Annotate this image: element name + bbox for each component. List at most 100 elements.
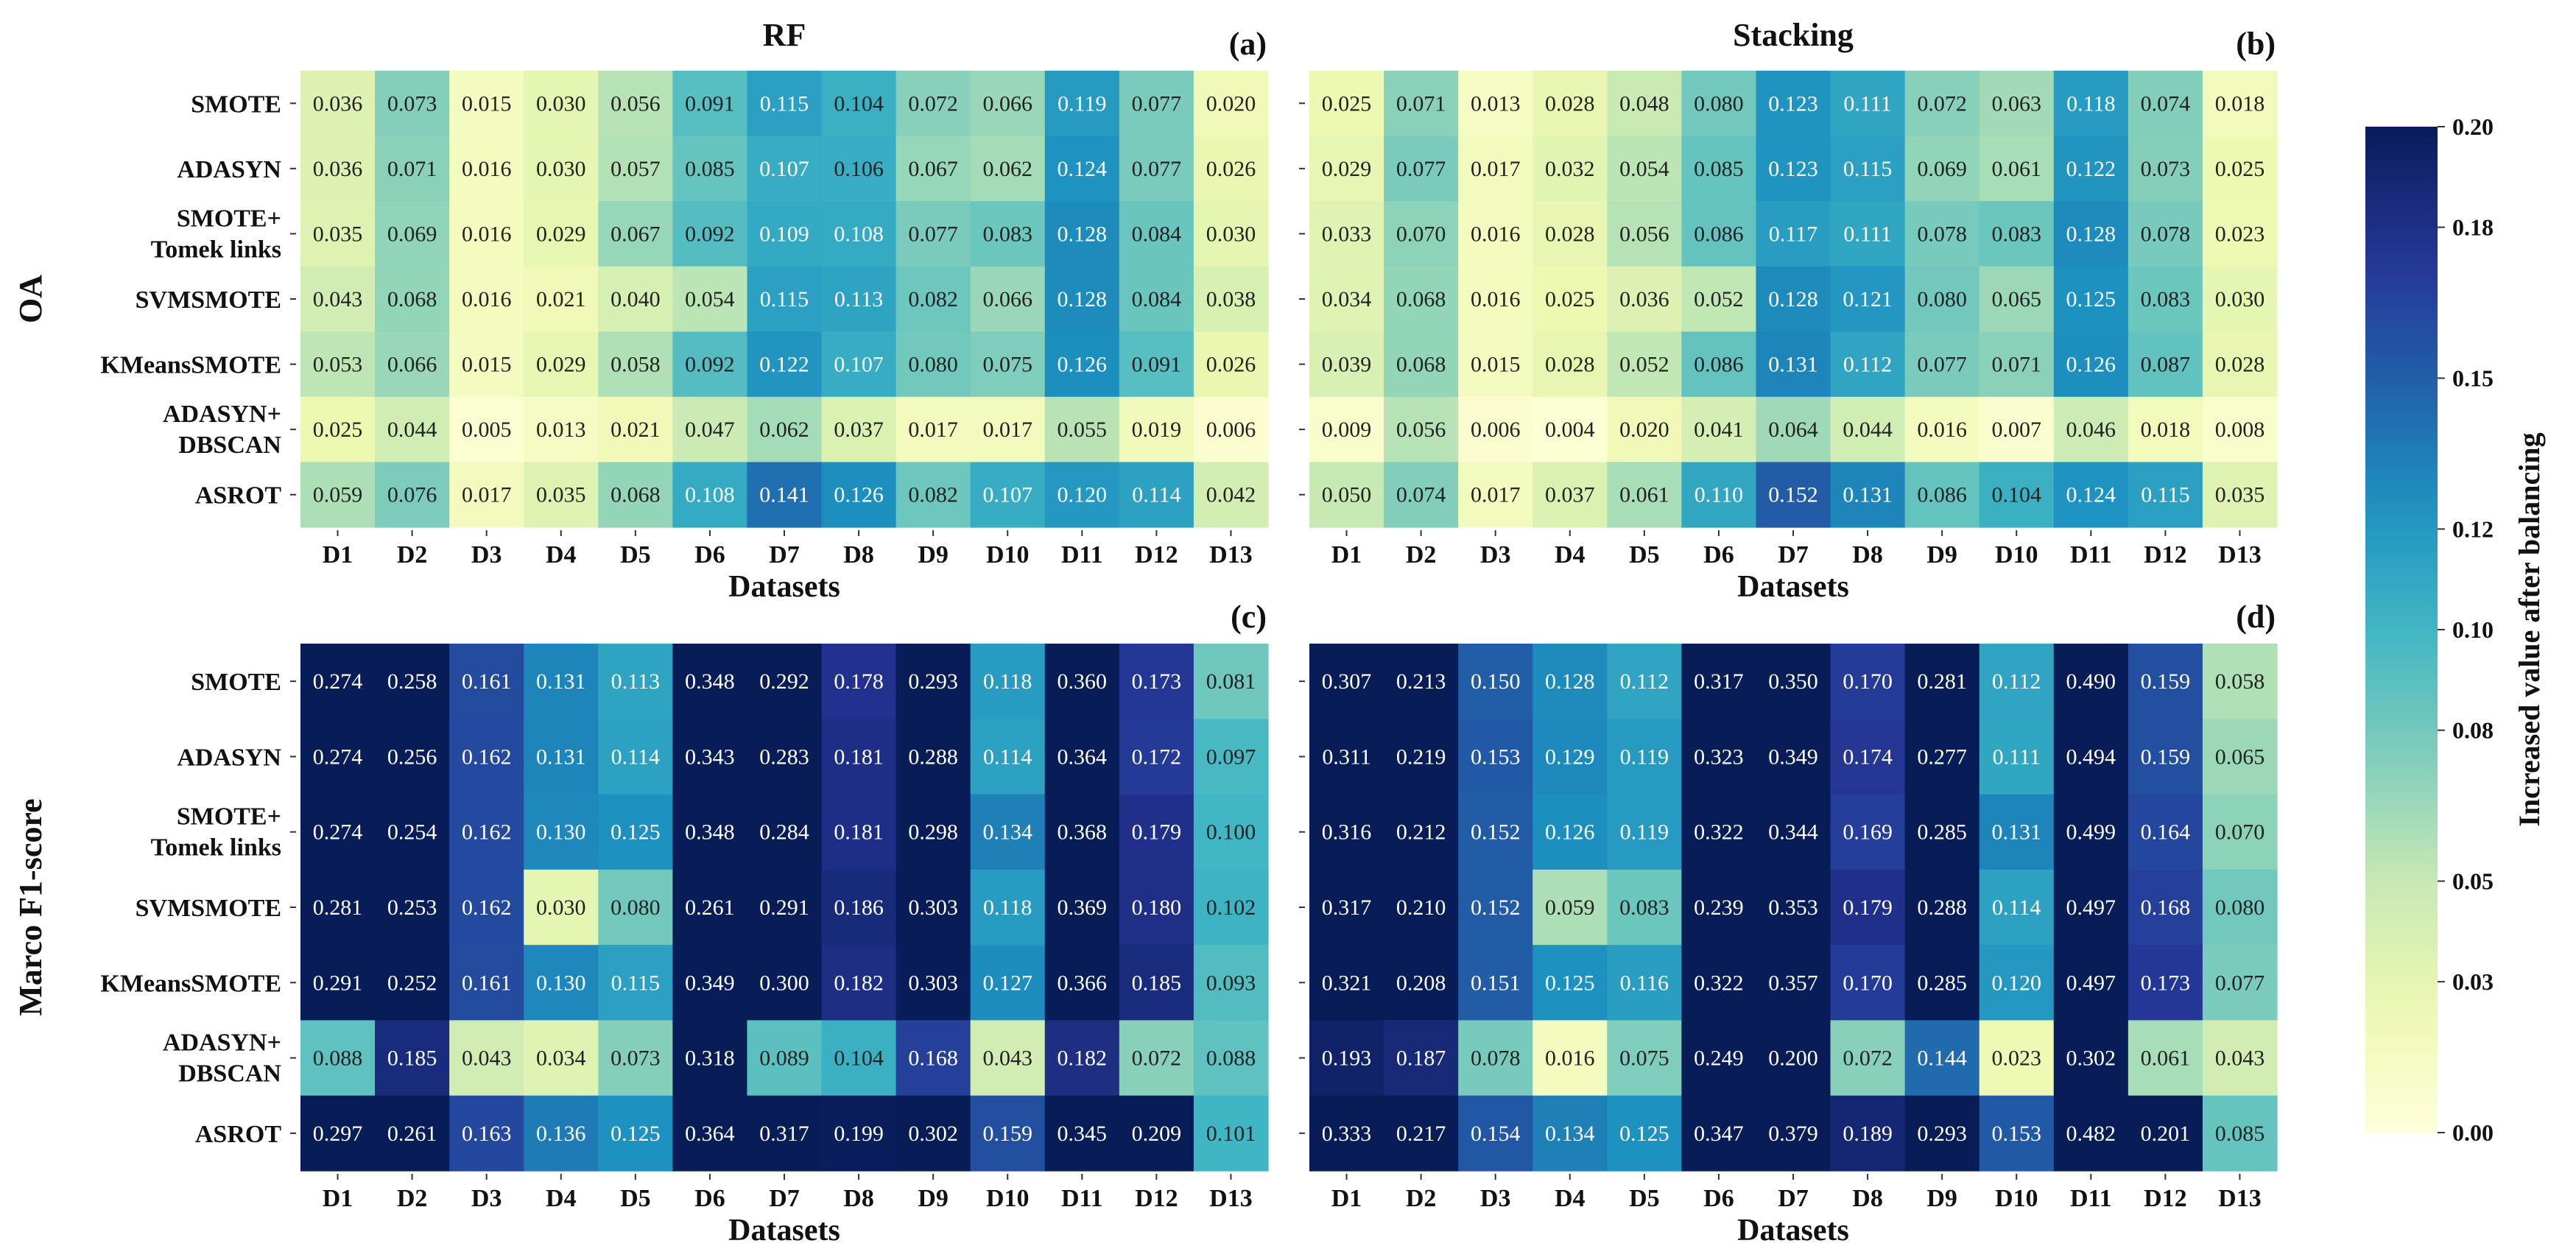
heatmap-cell [1119,644,1194,719]
heatmap-cell [821,1020,897,1097]
cell-value-label: 0.154 [1471,1122,1521,1146]
x-tick-label: D10 [986,541,1030,569]
cell-value-label: 0.075 [982,353,1032,377]
heatmap-cell [1756,644,1831,719]
cell-value-label: 0.083 [1991,222,2041,246]
cell-value-label: 0.182 [834,971,884,995]
panel-4: 0.307 0.213 0.150 0.128 0.112 0.317 0.350 0.170… [1299,599,2278,1247]
heatmap-cell [1830,135,1906,202]
heatmap-cell [821,794,897,870]
heatmap-cell [672,945,748,1021]
heatmap-cell [970,462,1046,528]
heatmap-cell [672,644,748,719]
cell-value-label: 0.115 [2141,483,2189,507]
x-tick-label: D3 [1480,541,1511,569]
cell-value-label: 0.124 [2066,483,2116,507]
cell-value-label: 0.017 [982,418,1032,442]
heatmap-cell [1830,869,1906,946]
cell-value-label: 0.249 [1694,1046,1744,1071]
cell-value-label: 0.097 [1206,745,1256,769]
heatmap-cell [1979,945,2055,1021]
cell-value-label: 0.077 [2215,971,2265,995]
cell-value-label: 0.062 [759,418,809,442]
heatmap-cell [821,266,897,332]
heatmap-cell [895,1020,971,1097]
heatmap-cell [895,794,971,870]
colorbar-tick-label: 0.05 [2452,868,2494,895]
heatmap-cell [2053,135,2129,202]
x-tick-label: D6 [694,541,725,569]
heatmap-cell [1193,266,1269,332]
x-tick-label: D4 [1555,1185,1586,1212]
heatmap-cell [747,396,823,463]
cell-value-label: 0.170 [1843,971,1893,995]
cell-value-label: 0.074 [1396,483,1446,507]
cell-value-label: 0.084 [1132,287,1182,312]
heatmap-cell [300,945,376,1021]
cell-value-label: 0.119 [1620,745,1669,769]
cell-value-label: 0.129 [1545,745,1595,769]
heatmap-cell [895,135,971,202]
cell-value-label: 0.159 [982,1122,1032,1146]
cell-value-label: 0.152 [1471,820,1521,845]
heatmap-cell [1309,1020,1384,1097]
heatmap-cell [300,331,376,398]
x-tick-label: D1 [323,541,353,569]
heatmap-cell [449,794,524,870]
heatmap-cell [1384,201,1459,267]
heatmap-cell [672,266,748,332]
heatmap-cell [375,869,450,946]
heatmap-cell [1044,201,1120,267]
heatmap-cell [1193,201,1269,267]
cell-value-label: 0.008 [2215,418,2265,442]
cell-value-label: 0.071 [1396,91,1446,116]
cell-value-label: 0.274 [313,669,363,694]
cell-value-label: 0.078 [1471,1046,1521,1071]
x-tick-label: D5 [620,1185,651,1212]
cell-value-label: 0.274 [313,745,363,769]
heatmap-cell [449,945,524,1021]
heatmap-cell [449,266,524,332]
cell-value-label: 0.085 [2215,1122,2265,1146]
x-tick-label: D10 [1995,541,2038,569]
heatmap-cell [1119,71,1194,137]
cell-value-label: 0.168 [908,1046,958,1071]
heatmap-cell [449,1020,524,1097]
cell-value-label: 0.093 [1206,971,1256,995]
heatmap-cell [1607,201,1682,267]
cell-value-label: 0.108 [834,222,884,246]
cell-value-label: 0.059 [1545,895,1595,920]
x-tick-label: D8 [1852,541,1883,569]
x-tick-label: D10 [986,1185,1030,1212]
cell-value-label: 0.069 [1917,157,1967,181]
heatmap-cell [1309,1095,1384,1172]
cell-value-label: 0.239 [1694,895,1744,920]
cell-value-label: 0.072 [1843,1046,1893,1071]
y-tick-label: ADASYN+ DBSCAN [163,401,281,459]
cell-value-label: 0.029 [536,222,586,246]
cell-value-label: 0.017 [462,483,512,507]
heatmap-cell [1193,945,1269,1021]
y-tick-label: ADASYN [177,744,281,771]
colorbar-tick-label: 0.20 [2452,113,2494,140]
cell-value-label: 0.130 [536,820,586,845]
heatmap-cell [821,1095,897,1172]
x-tick-label: D11 [1061,1185,1103,1212]
heatmap-cell [1309,719,1384,795]
heatmap-cell [524,462,599,528]
heatmap-cell [1044,869,1120,946]
heatmap-cell [598,396,673,463]
heatmap-cell [1119,1020,1194,1097]
y-tick-label: SMOTE+ Tomek links [151,803,281,862]
heatmap-cell [375,719,450,795]
cell-value-label: 0.066 [387,353,437,377]
heatmap-cell [1044,1095,1120,1172]
cell-value-label: 0.348 [685,669,735,694]
cell-value-label: 0.115 [760,91,809,116]
y-tick-label: SVMSMOTE [136,286,281,314]
heatmap-cell [1458,331,1533,398]
heatmap-cell [1119,396,1194,463]
heatmap-cell [375,794,450,870]
heatmap-cell [1309,135,1384,202]
cell-value-label: 0.048 [1619,91,1669,116]
